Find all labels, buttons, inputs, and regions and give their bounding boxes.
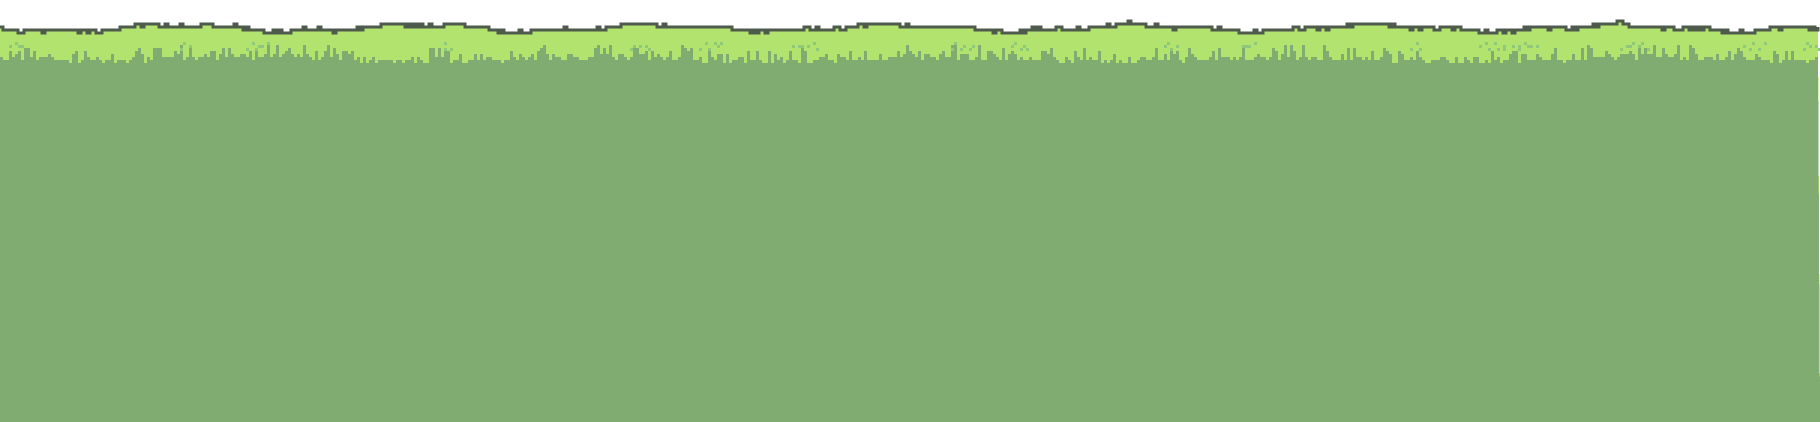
grass-speckle-pixel (816, 48, 819, 51)
grass-speckle-pixel (444, 42, 447, 45)
grass-speckle-pixel (246, 48, 249, 51)
grass-speckle-pixel (1416, 42, 1419, 45)
grass-speckle-pixel (255, 48, 258, 51)
grass-speckle-pixel (1488, 48, 1491, 51)
grass-speckle-pixel (21, 45, 24, 48)
grass-speckle-pixel (1803, 48, 1806, 51)
grass-speckle-pixel (1536, 45, 1539, 48)
grass-speckle-pixel (1254, 42, 1257, 45)
grass-speckle-pixel (1485, 42, 1488, 45)
grass-speckle-pixel (1758, 48, 1761, 51)
grass-speckle-pixel (1815, 45, 1818, 48)
grass-speckle-pixel (960, 48, 963, 51)
grass-speckle-pixel (444, 48, 447, 51)
grass-speckle-pixel (1503, 45, 1506, 48)
grass-speckle-pixel (1164, 45, 1167, 48)
grass-speckle-pixel (252, 42, 255, 45)
grass-speckle-pixel (1026, 48, 1029, 51)
grass-speckle-pixel (261, 45, 264, 48)
grass-speckle-pixel (1620, 48, 1623, 51)
grass-speckle-pixel (792, 45, 795, 48)
grass-speckle-pixel (717, 45, 720, 48)
grass-speckle-pixel (1647, 48, 1650, 51)
grass-speckle-pixel (699, 48, 702, 51)
grass-speckle-pixel (1764, 42, 1767, 45)
grass-speckle-pixel (267, 42, 270, 45)
grass-speckle-pixel (1020, 48, 1023, 51)
grass-speckle-pixel (1818, 48, 1820, 51)
grass-speckle-pixel (1494, 42, 1497, 45)
grass-speckle-pixel (1530, 45, 1533, 48)
grass-speckle-pixel (1518, 48, 1521, 51)
grass-speckle-pixel (258, 45, 261, 48)
grass-speckle-pixel (1014, 42, 1017, 45)
grass-speckle-pixel (630, 48, 633, 51)
grass-speckle-pixel (1809, 45, 1812, 48)
grass-speckle-pixel (1023, 45, 1026, 48)
grass-speckle-pixel (1011, 45, 1014, 48)
grass-speckle-pixel (183, 42, 186, 45)
grass-speckle-pixel (972, 45, 975, 48)
grass-speckle-pixel (639, 45, 642, 48)
grass-speckle-pixel (708, 48, 711, 51)
grass-speckle-pixel (1176, 45, 1179, 48)
grass-speckle-pixel (9, 45, 12, 48)
grass-speckle-pixel (1641, 42, 1644, 45)
grass-speckle-pixel (1524, 42, 1527, 45)
grass-speckle-pixel (1806, 42, 1809, 45)
grass-speckle-pixel (1743, 45, 1746, 48)
grass-speckle-pixel (1245, 45, 1248, 48)
grass-speckle-pixel (1626, 45, 1629, 48)
soil-layer (0, 45, 1820, 422)
grass-speckle-pixel (1527, 45, 1530, 48)
grass-speckle-pixel (954, 42, 957, 45)
grass-speckle-pixel (180, 48, 183, 51)
grass-speckle-pixel (15, 42, 18, 45)
grass-speckle-pixel (1497, 48, 1500, 51)
grass-speckle-pixel (714, 42, 717, 45)
grass-speckle-pixel (1629, 45, 1632, 48)
grass-speckle-pixel (1248, 45, 1251, 48)
grass-speckle-pixel (633, 45, 636, 48)
grass-speckle-pixel (1167, 42, 1170, 45)
grass-speckle-pixel (798, 45, 801, 48)
grass-speckle-pixel (969, 48, 972, 51)
grass-speckle-pixel (450, 48, 453, 51)
grass-speckle-pixel (1752, 42, 1755, 45)
grass-speckle-pixel (1503, 48, 1506, 51)
grass-speckle-pixel (189, 45, 192, 48)
grass-speckle-pixel (18, 45, 21, 48)
grass-speckle-pixel (1638, 45, 1641, 48)
grass-speckle-pixel (1749, 48, 1752, 51)
grass-speckles (9, 42, 1820, 51)
grass-speckle-pixel (1419, 48, 1422, 51)
grass-speckle-pixel (963, 45, 966, 48)
grass-speckle-pixel (1479, 45, 1482, 48)
grass-speckle-pixel (645, 45, 648, 48)
grass-speckle-pixel (801, 45, 804, 48)
grass-speckle-pixel (1512, 45, 1515, 48)
grass-speckle-pixel (720, 42, 723, 45)
grass-speckle-pixel (705, 42, 708, 45)
grass-speckle-pixel (813, 42, 816, 45)
grass-speckle-pixel (1242, 45, 1245, 48)
grass-outline (0, 19, 1820, 35)
grass-speckle-pixel (1632, 42, 1635, 45)
grass-speckle-pixel (1410, 48, 1413, 51)
grass-speckle-pixel (1518, 45, 1521, 48)
grass-speckle-pixel (648, 48, 651, 51)
grass-speckle-pixel (807, 45, 810, 48)
grass-speckle-pixel (1170, 48, 1173, 51)
grass-speckle-pixel (951, 48, 954, 51)
